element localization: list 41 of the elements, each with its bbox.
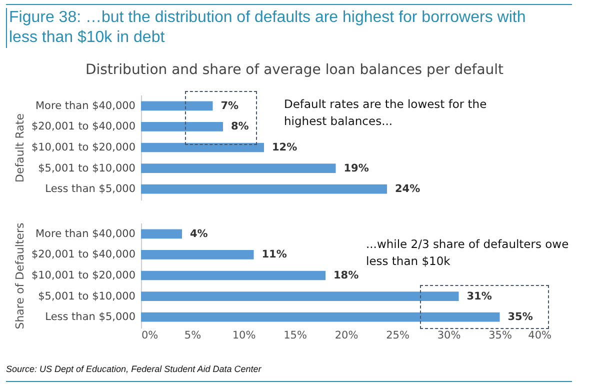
y-tick-label: Less than $5,000 [45, 183, 136, 196]
data-label: 19% [344, 162, 370, 174]
chart-subtitle: Distribution and share of average loan balances per default [84, 62, 505, 78]
y-tick-label: More than $40,000 [36, 100, 136, 112]
y-tick-label: $10,001 to $20,000 [31, 142, 136, 154]
y-tick-label: $10,001 to $20,000 [31, 270, 136, 282]
bar [141, 142, 264, 152]
bar [141, 184, 387, 194]
y-tick-label: $5,001 to $10,000 [38, 162, 136, 174]
y-axis-title: Share of Defaulters [13, 222, 26, 330]
bar [141, 164, 336, 173]
x-tick-label: 10% [232, 330, 256, 342]
y-tick-label: $20,001 to $40,000 [31, 120, 136, 133]
annotation: ...while 2/3 share of defaulters owe less than $10k [366, 236, 570, 270]
y-tick-label: Less than $5,000 [45, 311, 136, 324]
data-label: 7% [220, 100, 240, 112]
y-tick-label: $5,001 to $10,000 [38, 290, 136, 302]
x-tick-label: 0% [142, 330, 158, 342]
data-label: 35% [508, 311, 534, 324]
data-label: 12% [272, 142, 298, 154]
annotation: Default rates are the lowest for the highest balances... [284, 96, 488, 130]
chart-title: Figure 38: …but the distribution of defaults are highest for borrowers with less than $10k in debt [6, 8, 539, 48]
x-tick-label: 20% [334, 330, 358, 342]
y-tick-label: $20,001 to $40,000 [31, 248, 136, 261]
data-label: 24% [395, 183, 421, 196]
bar [141, 122, 223, 132]
bar [141, 101, 213, 111]
x-tick-label: 30% [437, 330, 461, 342]
x-tick-label: 5% [184, 330, 202, 342]
source-note: Source: US Dept of Education, Federal Student Aid Data Center [6, 364, 262, 374]
y-tick-label: More than $40,000 [36, 228, 136, 240]
x-tick-label: 35% [488, 330, 512, 342]
x-tick-label: 40% [528, 330, 552, 342]
data-label: 4% [190, 228, 208, 240]
x-tick-label: 15% [284, 330, 307, 342]
y-axis-title: Default Rate [13, 113, 26, 182]
data-label: 8% [231, 120, 250, 133]
data-label: 18% [334, 270, 360, 282]
data-label: 11% [262, 248, 288, 261]
x-tick-label: 25% [386, 330, 410, 342]
data-label: 31% [466, 290, 492, 302]
